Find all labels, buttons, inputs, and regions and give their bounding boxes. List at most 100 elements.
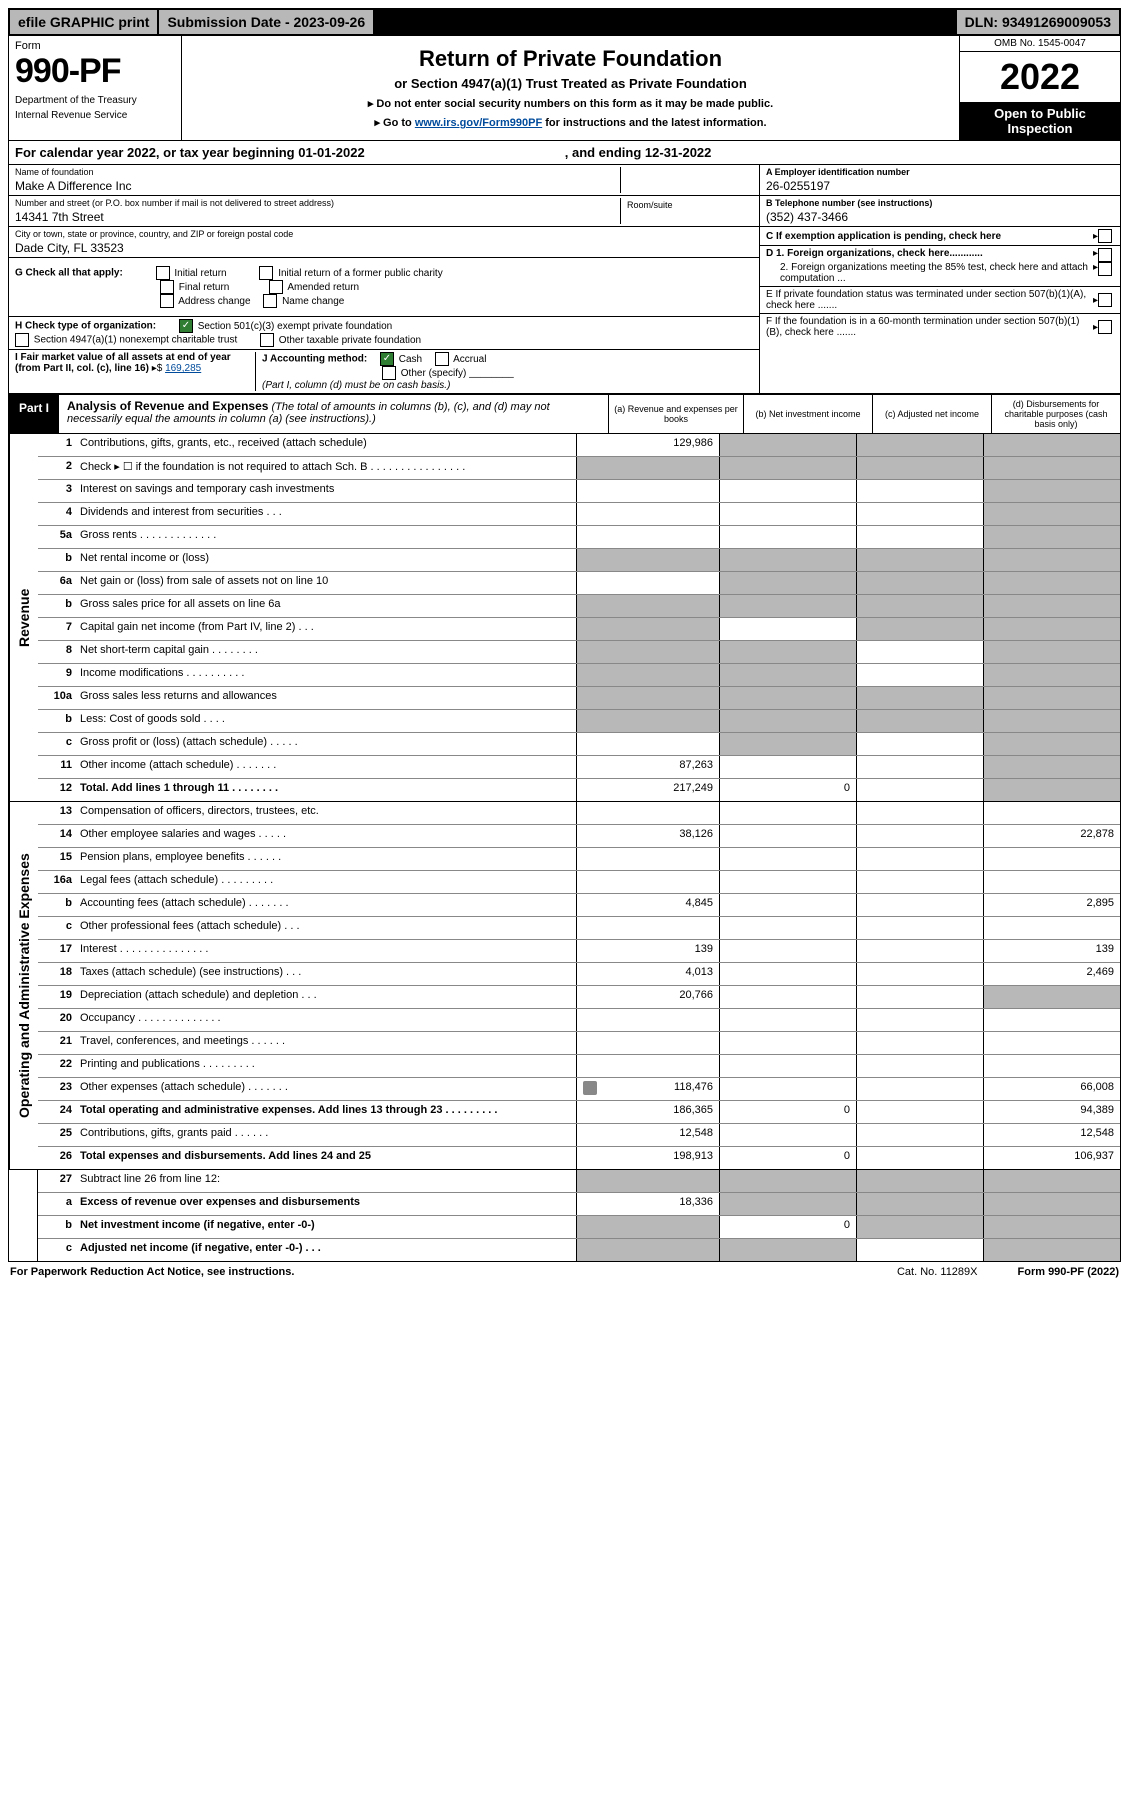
city: Dade City, FL 33523: [15, 241, 753, 255]
d2-label: 2. Foreign organizations meeting the 85%…: [766, 262, 1093, 284]
form-subtitle: or Section 4947(a)(1) Trust Treated as P…: [188, 76, 953, 91]
col-d-value: [983, 848, 1120, 870]
line-2: 2Check ▸ ☐ if the foundation is not requ…: [38, 457, 1120, 480]
line-desc: Compensation of officers, directors, tru…: [76, 802, 576, 824]
col-c-value: [856, 480, 983, 502]
col-d-header: (d) Disbursements for charitable purpose…: [991, 395, 1120, 433]
col-c-value: [856, 940, 983, 962]
chk-initial-former[interactable]: [259, 266, 273, 280]
chk-accrual[interactable]: [435, 352, 449, 366]
chk-other-method[interactable]: [382, 366, 396, 380]
col-a-value: 20,766: [576, 986, 719, 1008]
chk-other-tax[interactable]: [260, 333, 274, 347]
col-c-value: [856, 733, 983, 755]
line-desc: Capital gain net income (from Part IV, l…: [76, 618, 576, 640]
line-desc: Pension plans, employee benefits . . . .…: [76, 848, 576, 870]
line-12: 12Total. Add lines 1 through 11 . . . . …: [38, 779, 1120, 801]
line-8: 8Net short-term capital gain . . . . . .…: [38, 641, 1120, 664]
line-desc: Total expenses and disbursements. Add li…: [76, 1147, 576, 1169]
line-desc: Depreciation (attach schedule) and deple…: [76, 986, 576, 1008]
line-num: 25: [38, 1124, 76, 1146]
col-d-value: [983, 1239, 1120, 1261]
col-b-value: [719, 1239, 856, 1261]
i-value[interactable]: 169,285: [165, 363, 201, 374]
col-a-value: 4,013: [576, 963, 719, 985]
chk-e[interactable]: [1098, 293, 1112, 307]
col-b-value: [719, 917, 856, 939]
col-b-value: [719, 434, 856, 456]
col-b-value: [719, 618, 856, 640]
line-num: 9: [38, 664, 76, 686]
chk-initial[interactable]: [156, 266, 170, 280]
form-link[interactable]: www.irs.gov/Form990PF: [415, 117, 542, 129]
col-a-value: [576, 503, 719, 525]
line-num: 11: [38, 756, 76, 778]
col-d-value: [983, 457, 1120, 479]
revenue-table: Revenue 1Contributions, gifts, grants, e…: [8, 434, 1121, 802]
col-a-value: [576, 1239, 719, 1261]
expenses-table: Operating and Administrative Expenses 13…: [8, 802, 1121, 1170]
name-label: Name of foundation: [15, 167, 620, 177]
col-d-value: [983, 526, 1120, 548]
dept: Department of the Treasury: [15, 95, 175, 106]
col-a-value: 118,476: [576, 1078, 719, 1100]
line-desc: Gross rents . . . . . . . . . . . . .: [76, 526, 576, 548]
part1-title: Analysis of Revenue and Expenses: [67, 399, 268, 413]
col-a-value: [576, 1032, 719, 1054]
col-a-value: [576, 664, 719, 686]
telephone: (352) 437-3466: [766, 210, 1114, 224]
col-d-value: 139: [983, 940, 1120, 962]
line-num: b: [38, 894, 76, 916]
line-desc: Other professional fees (attach schedule…: [76, 917, 576, 939]
chk-final[interactable]: [160, 280, 174, 294]
col-c-value: [856, 1032, 983, 1054]
chk-4947[interactable]: [15, 333, 29, 347]
line-desc: Contributions, gifts, grants, etc., rece…: [76, 434, 576, 456]
col-a-value: 129,986: [576, 434, 719, 456]
col-b-value: [719, 894, 856, 916]
attachment-icon[interactable]: [583, 1081, 597, 1095]
col-b-value: [719, 1078, 856, 1100]
col-a-value: [576, 848, 719, 870]
line-desc: Net gain or (loss) from sale of assets n…: [76, 572, 576, 594]
line-25: 25Contributions, gifts, grants paid . . …: [38, 1124, 1120, 1147]
line-5a: 5aGross rents . . . . . . . . . . . . .: [38, 526, 1120, 549]
d1-label: D 1. Foreign organizations, check here..…: [766, 248, 983, 259]
col-b-value: [719, 733, 856, 755]
chk-d2[interactable]: [1098, 262, 1112, 276]
chk-501c3[interactable]: [179, 319, 193, 333]
chk-name[interactable]: [263, 294, 277, 308]
line-11: 11Other income (attach schedule) . . . .…: [38, 756, 1120, 779]
col-d-value: [983, 710, 1120, 732]
col-c-value: [856, 871, 983, 893]
line-num: 4: [38, 503, 76, 525]
note-ssn: ▸ Do not enter social security numbers o…: [188, 97, 953, 110]
chk-c[interactable]: [1098, 229, 1112, 243]
chk-d1[interactable]: [1098, 248, 1112, 262]
line-desc: Contributions, gifts, grants paid . . . …: [76, 1124, 576, 1146]
net-table: 27Subtract line 26 from line 12:aExcess …: [8, 1170, 1121, 1262]
col-a-value: 12,548: [576, 1124, 719, 1146]
col-d-value: [983, 572, 1120, 594]
col-a-value: [576, 457, 719, 479]
line-num: 17: [38, 940, 76, 962]
col-a-value: [576, 595, 719, 617]
line-num: c: [38, 917, 76, 939]
chk-amended[interactable]: [269, 280, 283, 294]
col-d-value: [983, 1193, 1120, 1215]
chk-cash[interactable]: [380, 352, 394, 366]
line-a: aExcess of revenue over expenses and dis…: [38, 1193, 1120, 1216]
col-b-value: [719, 503, 856, 525]
line-desc: Check ▸ ☐ if the foundation is not requi…: [76, 457, 576, 479]
e-label: E If private foundation status was termi…: [766, 289, 1093, 311]
col-d-value: [983, 549, 1120, 571]
chk-f[interactable]: [1098, 320, 1112, 334]
line-desc: Subtract line 26 from line 12:: [76, 1170, 576, 1192]
col-b-value: [719, 664, 856, 686]
chk-address[interactable]: [160, 294, 174, 308]
col-b-value: 0: [719, 1101, 856, 1123]
line-c: cGross profit or (loss) (attach schedule…: [38, 733, 1120, 756]
omb: OMB No. 1545-0047: [960, 36, 1120, 52]
col-d-value: [983, 664, 1120, 686]
col-b-value: [719, 986, 856, 1008]
